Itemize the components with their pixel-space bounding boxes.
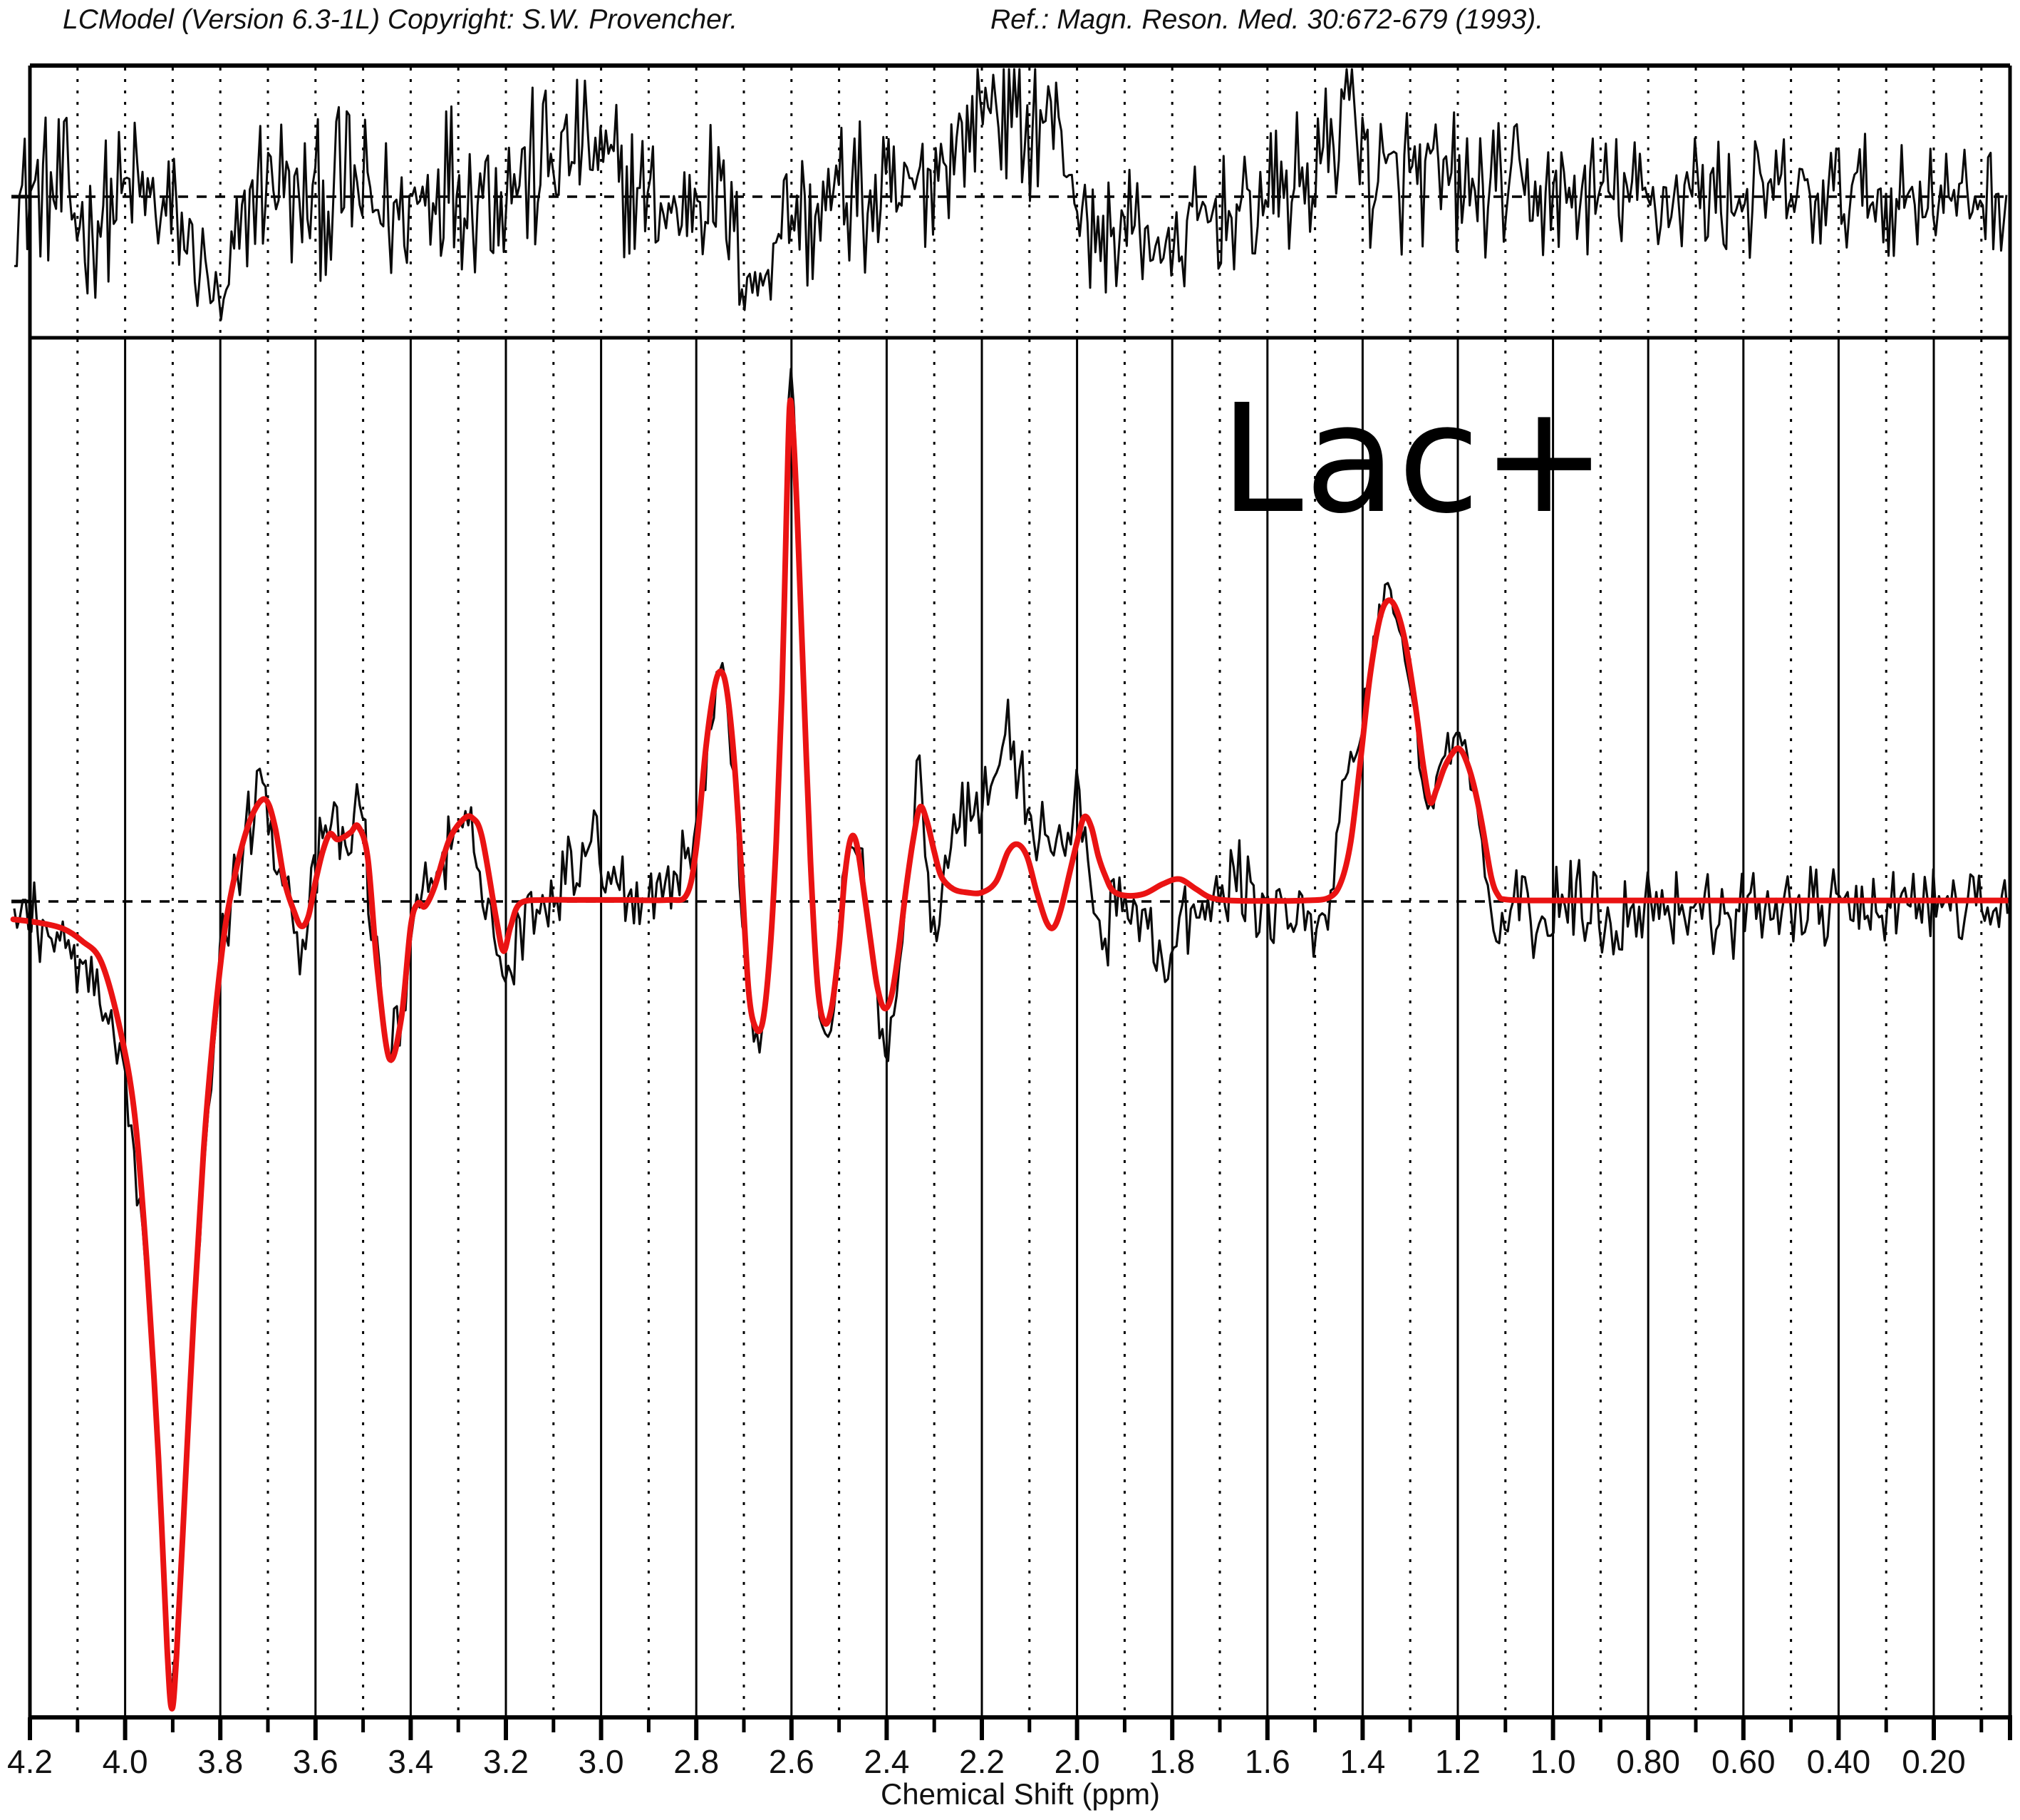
svg-text:4.0: 4.0 — [103, 1743, 148, 1780]
svg-text:2.8: 2.8 — [673, 1743, 719, 1780]
spectrum-panel-grid — [76, 339, 1983, 1715]
svg-text:4.2: 4.2 — [7, 1743, 53, 1780]
traces — [10, 68, 2011, 1712]
x-axis-ticks — [28, 1717, 2012, 1740]
svg-text:2.6: 2.6 — [769, 1743, 814, 1780]
svg-text:3.8: 3.8 — [197, 1743, 243, 1780]
x-axis-title: Chemical Shift (ppm) — [880, 1777, 1161, 1811]
svg-text:3.0: 3.0 — [579, 1743, 624, 1780]
svg-text:0.80: 0.80 — [1616, 1743, 1680, 1780]
svg-text:2.4: 2.4 — [864, 1743, 909, 1780]
svg-text:1.4: 1.4 — [1340, 1743, 1385, 1780]
metabolite-annotation-label: Lac+ — [1220, 372, 1609, 547]
svg-text:1.0: 1.0 — [1530, 1743, 1576, 1780]
svg-text:1.2: 1.2 — [1435, 1743, 1481, 1780]
svg-text:2.0: 2.0 — [1055, 1743, 1100, 1780]
svg-text:0.60: 0.60 — [1711, 1743, 1776, 1780]
svg-text:3.4: 3.4 — [388, 1743, 433, 1780]
header-copyright-text: LCModel (Version 6.3-1L) Copyright: S.W.… — [63, 4, 738, 35]
svg-text:1.8: 1.8 — [1149, 1743, 1195, 1780]
svg-text:3.2: 3.2 — [483, 1743, 529, 1780]
svg-text:0.40: 0.40 — [1807, 1743, 1871, 1780]
header-reference-text: Ref.: Magn. Reson. Med. 30:672-679 (1993… — [990, 4, 1544, 35]
x-axis-tick-labels: 4.2 4.0 3.8 3.6 3.4 3.2 3.0 2.8 2.6 2.4 2.2 2.0 1.8 1… — [7, 1743, 1966, 1780]
svg-text:2.2: 2.2 — [959, 1743, 1005, 1780]
plot-frame — [28, 63, 2012, 1720]
svg-text:0.20: 0.20 — [1902, 1743, 1966, 1780]
svg-text:1.6: 1.6 — [1245, 1743, 1290, 1780]
svg-text:3.6: 3.6 — [293, 1743, 338, 1780]
zero-lines — [11, 195, 2010, 904]
